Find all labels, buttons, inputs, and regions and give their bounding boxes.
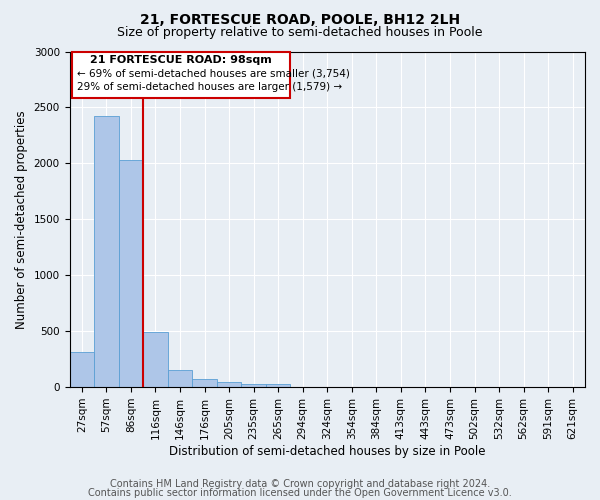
Bar: [217, 382, 241, 387]
Text: 21, FORTESCUE ROAD, POOLE, BH12 2LH: 21, FORTESCUE ROAD, POOLE, BH12 2LH: [140, 12, 460, 26]
Text: ← 69% of semi-detached houses are smaller (3,754): ← 69% of semi-detached houses are smalle…: [77, 69, 350, 79]
Bar: [143, 332, 168, 387]
X-axis label: Distribution of semi-detached houses by size in Poole: Distribution of semi-detached houses by …: [169, 444, 485, 458]
Bar: [119, 160, 143, 387]
Text: 29% of semi-detached houses are larger (1,579) →: 29% of semi-detached houses are larger (…: [77, 82, 342, 92]
Bar: [168, 370, 192, 387]
Text: Contains public sector information licensed under the Open Government Licence v3: Contains public sector information licen…: [88, 488, 512, 498]
Text: Contains HM Land Registry data © Crown copyright and database right 2024.: Contains HM Land Registry data © Crown c…: [110, 479, 490, 489]
Bar: [266, 384, 290, 387]
Bar: [241, 384, 266, 387]
Text: Size of property relative to semi-detached houses in Poole: Size of property relative to semi-detach…: [117, 26, 483, 39]
FancyBboxPatch shape: [72, 52, 290, 98]
Bar: [192, 378, 217, 387]
Text: 21 FORTESCUE ROAD: 98sqm: 21 FORTESCUE ROAD: 98sqm: [91, 56, 272, 66]
Bar: [70, 352, 94, 387]
Y-axis label: Number of semi-detached properties: Number of semi-detached properties: [15, 110, 28, 328]
Bar: [94, 116, 119, 387]
